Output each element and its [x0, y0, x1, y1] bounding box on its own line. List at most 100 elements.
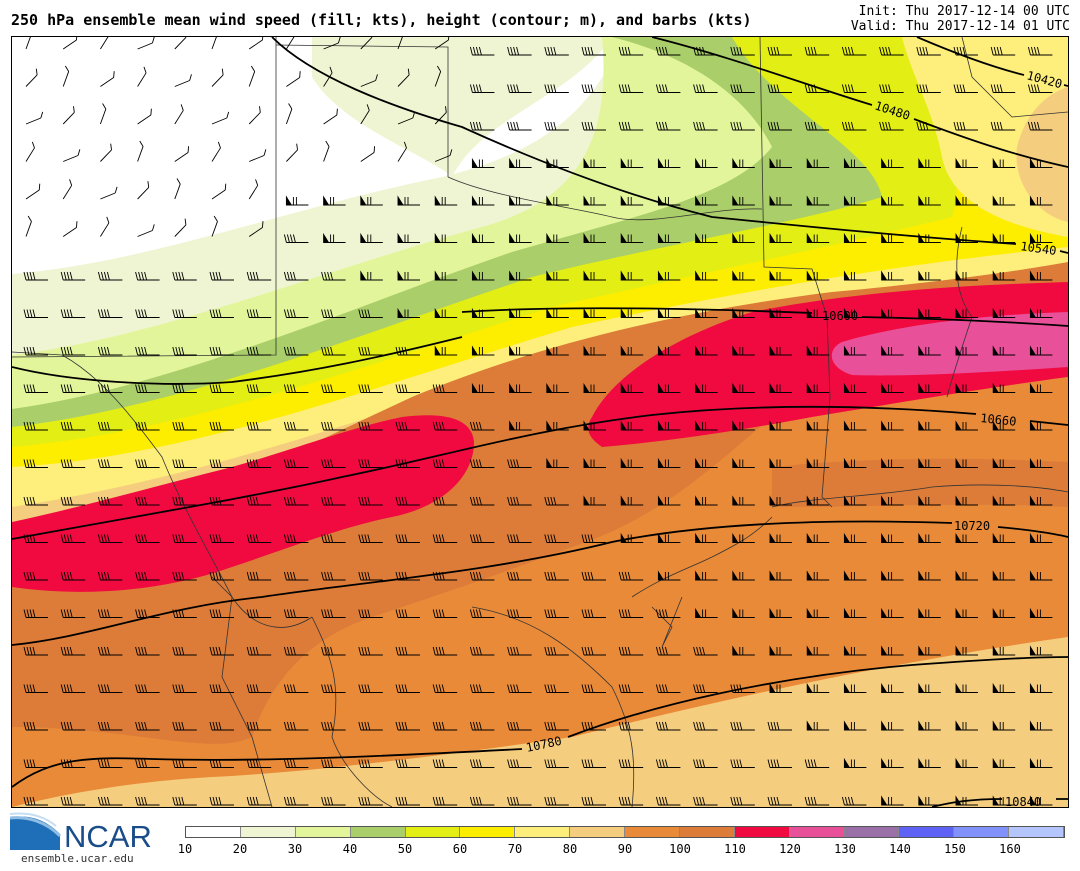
wind-barb [283, 496, 309, 506]
wind-barb [507, 84, 532, 93]
wind-barb [209, 384, 234, 393]
wind-barb [471, 382, 495, 393]
wind-barb [321, 346, 346, 356]
fill-110-west [12, 415, 474, 592]
wind-barb [769, 232, 792, 243]
wind-barb [581, 121, 606, 131]
wind-barb [25, 111, 44, 125]
wind-barb [432, 684, 458, 693]
wind-barb [172, 721, 197, 731]
wind-barb [918, 420, 941, 431]
wind-barb [395, 684, 420, 693]
wind-barb [843, 270, 867, 281]
wind-barb [990, 121, 1016, 131]
wind-barb [100, 71, 115, 87]
wind-barb [211, 37, 218, 50]
wind-barb [23, 684, 48, 693]
wind-barb [955, 532, 978, 543]
colorbar-segment [954, 827, 1010, 837]
colorbar-tick-label: 20 [232, 842, 248, 856]
contour-west [12, 336, 463, 385]
wind-barb [62, 65, 70, 87]
wind-barb [881, 757, 904, 768]
wind-barb [806, 420, 830, 431]
wind-barb [695, 495, 718, 506]
wind-barb [358, 721, 383, 731]
wind-barb [507, 721, 532, 731]
wind-barb [395, 384, 420, 393]
wind-barb [806, 607, 830, 618]
map-canvas: 10420 10480 10540 10600 10660 10720 1078… [12, 37, 1068, 807]
wind-barb [246, 571, 272, 581]
wind-barb [358, 459, 383, 468]
wind-barb [992, 195, 1016, 206]
wind-barb [583, 495, 606, 506]
wind-barb [469, 571, 495, 581]
forecast-times: Init: Thu 2017-12-14 00 UTC Valid: Thu 2… [851, 4, 1070, 34]
wind-barb [1029, 345, 1053, 356]
colorbar-segment [186, 827, 241, 837]
wind-barb [732, 495, 755, 506]
wind-barb [469, 684, 495, 693]
wind-barb [469, 46, 495, 56]
wind-barb [657, 345, 681, 356]
contour-10420 [916, 37, 1068, 87]
wind-barb [730, 721, 755, 731]
wind-barb [620, 195, 644, 206]
wind-barb [544, 496, 569, 506]
wind-barb [23, 384, 48, 393]
wind-barb [397, 232, 420, 243]
contour-10480 [651, 37, 1068, 168]
wind-barb [358, 571, 383, 581]
chart-title: 250 hPa ensemble mean wind speed (fill; … [11, 11, 752, 29]
wind-barb [135, 759, 160, 768]
wind-barb [471, 232, 495, 243]
wind-barb [804, 796, 830, 806]
wind-barb [881, 532, 904, 543]
wind-barb [135, 571, 160, 581]
wind-barb [732, 645, 755, 656]
wind-barb [544, 46, 569, 56]
wind-barb [992, 720, 1016, 731]
wind-barb [60, 459, 86, 468]
wind-barb [881, 157, 904, 168]
wind-barb [248, 179, 259, 200]
wind-barb [806, 157, 830, 168]
wind-barb [1029, 757, 1053, 768]
wind-barb [655, 46, 681, 56]
wind-barb [360, 195, 383, 206]
wind-barb [358, 609, 383, 618]
wind-barb [693, 121, 718, 131]
wind-barb [97, 384, 123, 393]
wind-barb [992, 345, 1016, 356]
wind-barb [1027, 121, 1053, 131]
contour-10540 [271, 37, 1068, 254]
wind-barb [730, 46, 755, 56]
wind-barb [321, 796, 346, 806]
wind-barb [843, 682, 867, 693]
wind-barb [918, 495, 941, 506]
wind-barb [955, 420, 978, 431]
wind-barb [544, 646, 569, 656]
contour-label-10720: 10720 [954, 519, 990, 533]
wind-barb [209, 759, 234, 768]
wind-barb [23, 496, 48, 506]
wind-barb [97, 309, 123, 318]
contour-10840 [931, 798, 1068, 807]
wind-barb [283, 796, 309, 806]
wind-barb [135, 459, 160, 468]
wind-barb [955, 195, 978, 206]
wind-barb [23, 609, 48, 618]
wind-barb [211, 141, 221, 162]
colorbar-segment [899, 827, 955, 837]
wind-barb [581, 796, 606, 806]
wind-barb [806, 645, 830, 656]
wind-barb [918, 607, 941, 618]
wind-barb [97, 421, 123, 431]
colorbar-segment [789, 827, 845, 837]
wind-barb [434, 232, 458, 243]
wind-barb [323, 37, 341, 50]
wind-barb [657, 420, 681, 431]
wind-barb [507, 609, 532, 618]
wind-barb [1029, 382, 1053, 393]
